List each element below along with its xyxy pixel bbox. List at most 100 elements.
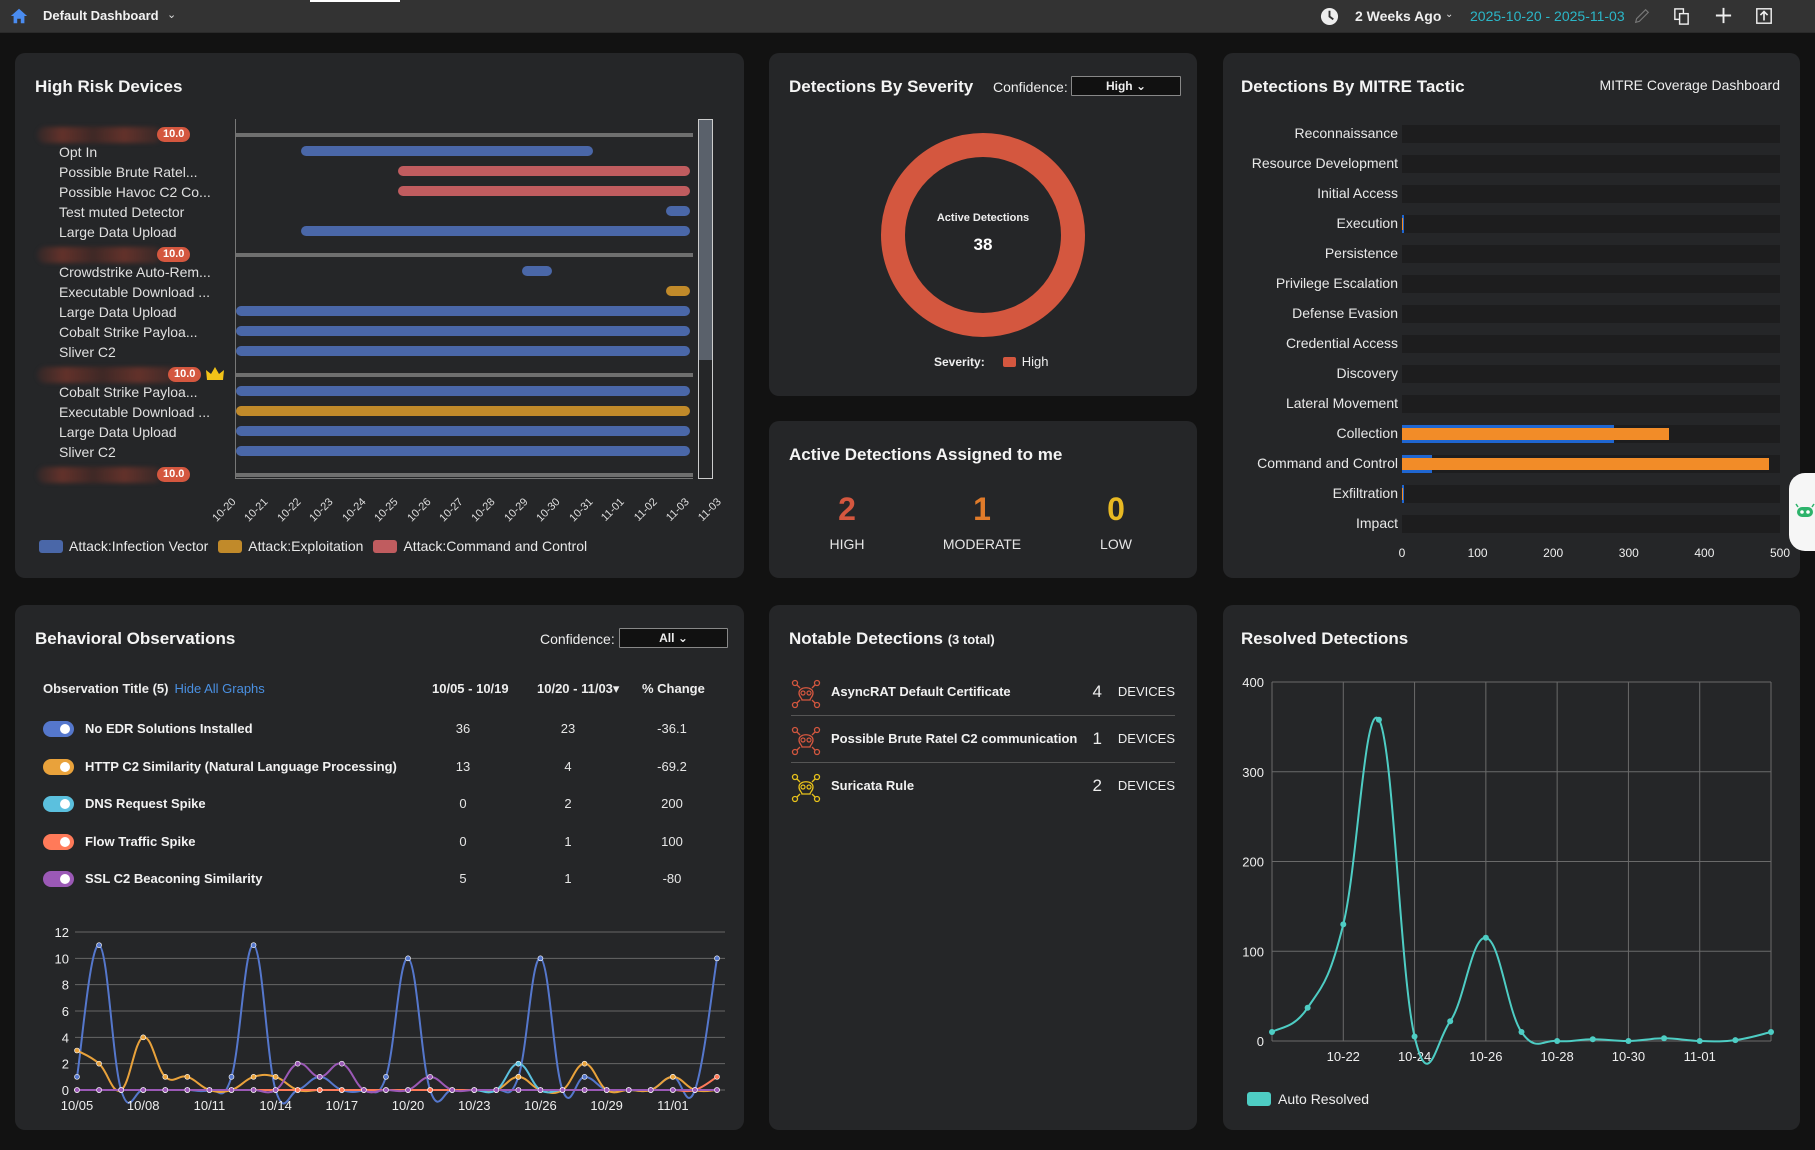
time-range-selector[interactable]: 2 Weeks Ago	[1355, 8, 1442, 24]
data-point[interactable]	[339, 1087, 345, 1093]
gantt-bar[interactable]	[300, 226, 690, 236]
tactic-label[interactable]: Initial Access	[1317, 185, 1398, 201]
data-point[interactable]	[228, 1087, 235, 1093]
tactic-track[interactable]	[1402, 185, 1780, 203]
confidence-select[interactable]: High ⌄	[1071, 76, 1181, 96]
detection-label[interactable]: Possible Havoc C2 Co...	[59, 184, 211, 200]
gantt-bar[interactable]	[236, 406, 690, 416]
graph-toggle[interactable]	[43, 871, 74, 887]
hide-all-graphs-link[interactable]: Hide All Graphs	[174, 681, 265, 696]
tactic-track[interactable]	[1402, 155, 1780, 173]
legend-label[interactable]: Auto Resolved	[1278, 1091, 1369, 1107]
detection-label[interactable]: Possible Brute Ratel...	[59, 164, 198, 180]
observation-row[interactable]: SSL C2 Beaconing Similarity 5 1 -80	[43, 869, 723, 889]
data-point[interactable]	[427, 1074, 433, 1080]
data-point[interactable]	[1625, 1038, 1632, 1044]
tactic-bar-orange[interactable]	[1402, 428, 1669, 440]
tactic-bar-blue[interactable]	[1402, 215, 1404, 233]
gantt-bar[interactable]	[666, 206, 690, 216]
observation-row[interactable]: Flow Traffic Spike 0 1 100	[43, 832, 723, 852]
legend-item[interactable]: Attack:Command and Control	[373, 538, 587, 554]
tactic-label[interactable]: Discovery	[1336, 365, 1398, 381]
gantt-bar[interactable]	[236, 426, 690, 436]
series-line[interactable]	[1271, 716, 1772, 1065]
data-point[interactable]	[427, 1087, 433, 1093]
observation-row[interactable]: HTTP C2 Similarity (Natural Language Pro…	[43, 757, 723, 777]
data-point[interactable]	[714, 955, 720, 962]
dashboard-selector[interactable]: Default Dashboard	[43, 8, 159, 23]
detection-label[interactable]: Test muted Detector	[59, 204, 185, 220]
assistant-widget[interactable]	[1789, 473, 1815, 551]
tactic-track[interactable]	[1402, 485, 1780, 503]
observation-row[interactable]: DNS Request Spike 0 2 200	[43, 794, 723, 814]
detection-label[interactable]: Cobalt Strike Payloa...	[59, 324, 198, 340]
tactic-track[interactable]	[1402, 365, 1780, 383]
data-point[interactable]	[1304, 1004, 1311, 1011]
detection-name[interactable]: AsyncRAT Default Certificate	[831, 684, 1011, 699]
detection-label[interactable]: Cobalt Strike Payloa...	[59, 384, 198, 400]
data-point[interactable]	[493, 1087, 500, 1093]
device-name-redacted[interactable]	[37, 367, 182, 383]
data-point[interactable]	[140, 1034, 147, 1041]
data-point[interactable]	[96, 942, 102, 948]
tactic-track[interactable]	[1402, 335, 1780, 353]
data-point[interactable]	[405, 1087, 411, 1093]
gantt-bar[interactable]	[236, 326, 690, 336]
tactic-label[interactable]: Impact	[1355, 515, 1398, 531]
tactic-track[interactable]	[1402, 275, 1780, 293]
tactic-label[interactable]: Lateral Movement	[1285, 395, 1398, 411]
observation-title[interactable]: SSL C2 Beaconing Similarity	[85, 871, 263, 886]
tactic-track[interactable]	[1402, 515, 1780, 533]
observation-title[interactable]: No EDR Solutions Installed	[85, 721, 253, 736]
data-point[interactable]	[272, 1074, 279, 1080]
tactic-label[interactable]: Execution	[1336, 215, 1398, 231]
data-point[interactable]	[1482, 934, 1489, 941]
data-point[interactable]	[1411, 1033, 1418, 1040]
observation-title[interactable]: HTTP C2 Similarity (Natural Language Pro…	[85, 758, 397, 774]
detection-name[interactable]: Possible Brute Ratel C2 communication	[831, 731, 1078, 746]
data-point[interactable]	[581, 1074, 588, 1080]
tactic-track[interactable]	[1402, 125, 1780, 143]
data-point[interactable]	[1732, 1037, 1739, 1044]
graph-toggle[interactable]	[43, 721, 74, 737]
legend-item[interactable]: Attack:Infection Vector	[39, 538, 208, 554]
tactic-bar-orange[interactable]	[1402, 218, 1403, 230]
notable-detection-row[interactable]: Suricata Rule 2 DEVICES	[791, 763, 1175, 810]
gantt-bar[interactable]	[236, 446, 690, 456]
tactic-label[interactable]: Defense Evasion	[1292, 305, 1398, 321]
detection-label[interactable]: Executable Download ...	[59, 284, 210, 300]
count-moderate[interactable]: 1 MODERATE	[922, 491, 1042, 552]
detection-label[interactable]: Executable Download ...	[59, 404, 210, 420]
gantt-bar[interactable]	[236, 346, 690, 356]
tactic-bar-orange[interactable]	[1402, 488, 1403, 500]
data-point[interactable]	[670, 1074, 676, 1080]
plus-icon[interactable]	[1714, 6, 1733, 25]
detection-name[interactable]: Suricata Rule	[831, 778, 915, 793]
home-icon[interactable]	[10, 7, 28, 25]
gantt-bar[interactable]	[300, 146, 593, 156]
gantt-bar[interactable]	[398, 186, 690, 196]
chevron-down-icon[interactable]: ⌄	[1445, 9, 1454, 20]
device-name-redacted[interactable]	[37, 247, 162, 263]
data-point[interactable]	[647, 1087, 654, 1093]
column-curr-period[interactable]: 10/20 - 11/03▾	[537, 681, 620, 696]
data-point[interactable]	[162, 1074, 169, 1080]
data-point[interactable]	[714, 1087, 720, 1093]
tactic-bar-orange[interactable]	[1402, 458, 1769, 470]
detection-label[interactable]: Sliver C2	[59, 444, 116, 460]
count-high[interactable]: 2 HIGH	[787, 491, 907, 552]
graph-toggle[interactable]	[43, 758, 74, 775]
data-point[interactable]	[250, 942, 257, 948]
data-point[interactable]	[361, 1087, 367, 1093]
tactic-track[interactable]	[1402, 395, 1780, 413]
data-point[interactable]	[537, 955, 544, 962]
device-name-redacted[interactable]	[37, 127, 162, 143]
donut-slice-high[interactable]	[881, 133, 1085, 337]
data-point[interactable]	[405, 955, 411, 962]
gantt-bar[interactable]	[236, 386, 690, 396]
detection-label[interactable]: Large Data Upload	[59, 424, 177, 440]
gantt-scrollbar[interactable]	[698, 119, 713, 479]
data-point[interactable]	[74, 1047, 80, 1054]
graph-toggle[interactable]	[43, 796, 74, 812]
data-point[interactable]	[537, 1087, 544, 1093]
